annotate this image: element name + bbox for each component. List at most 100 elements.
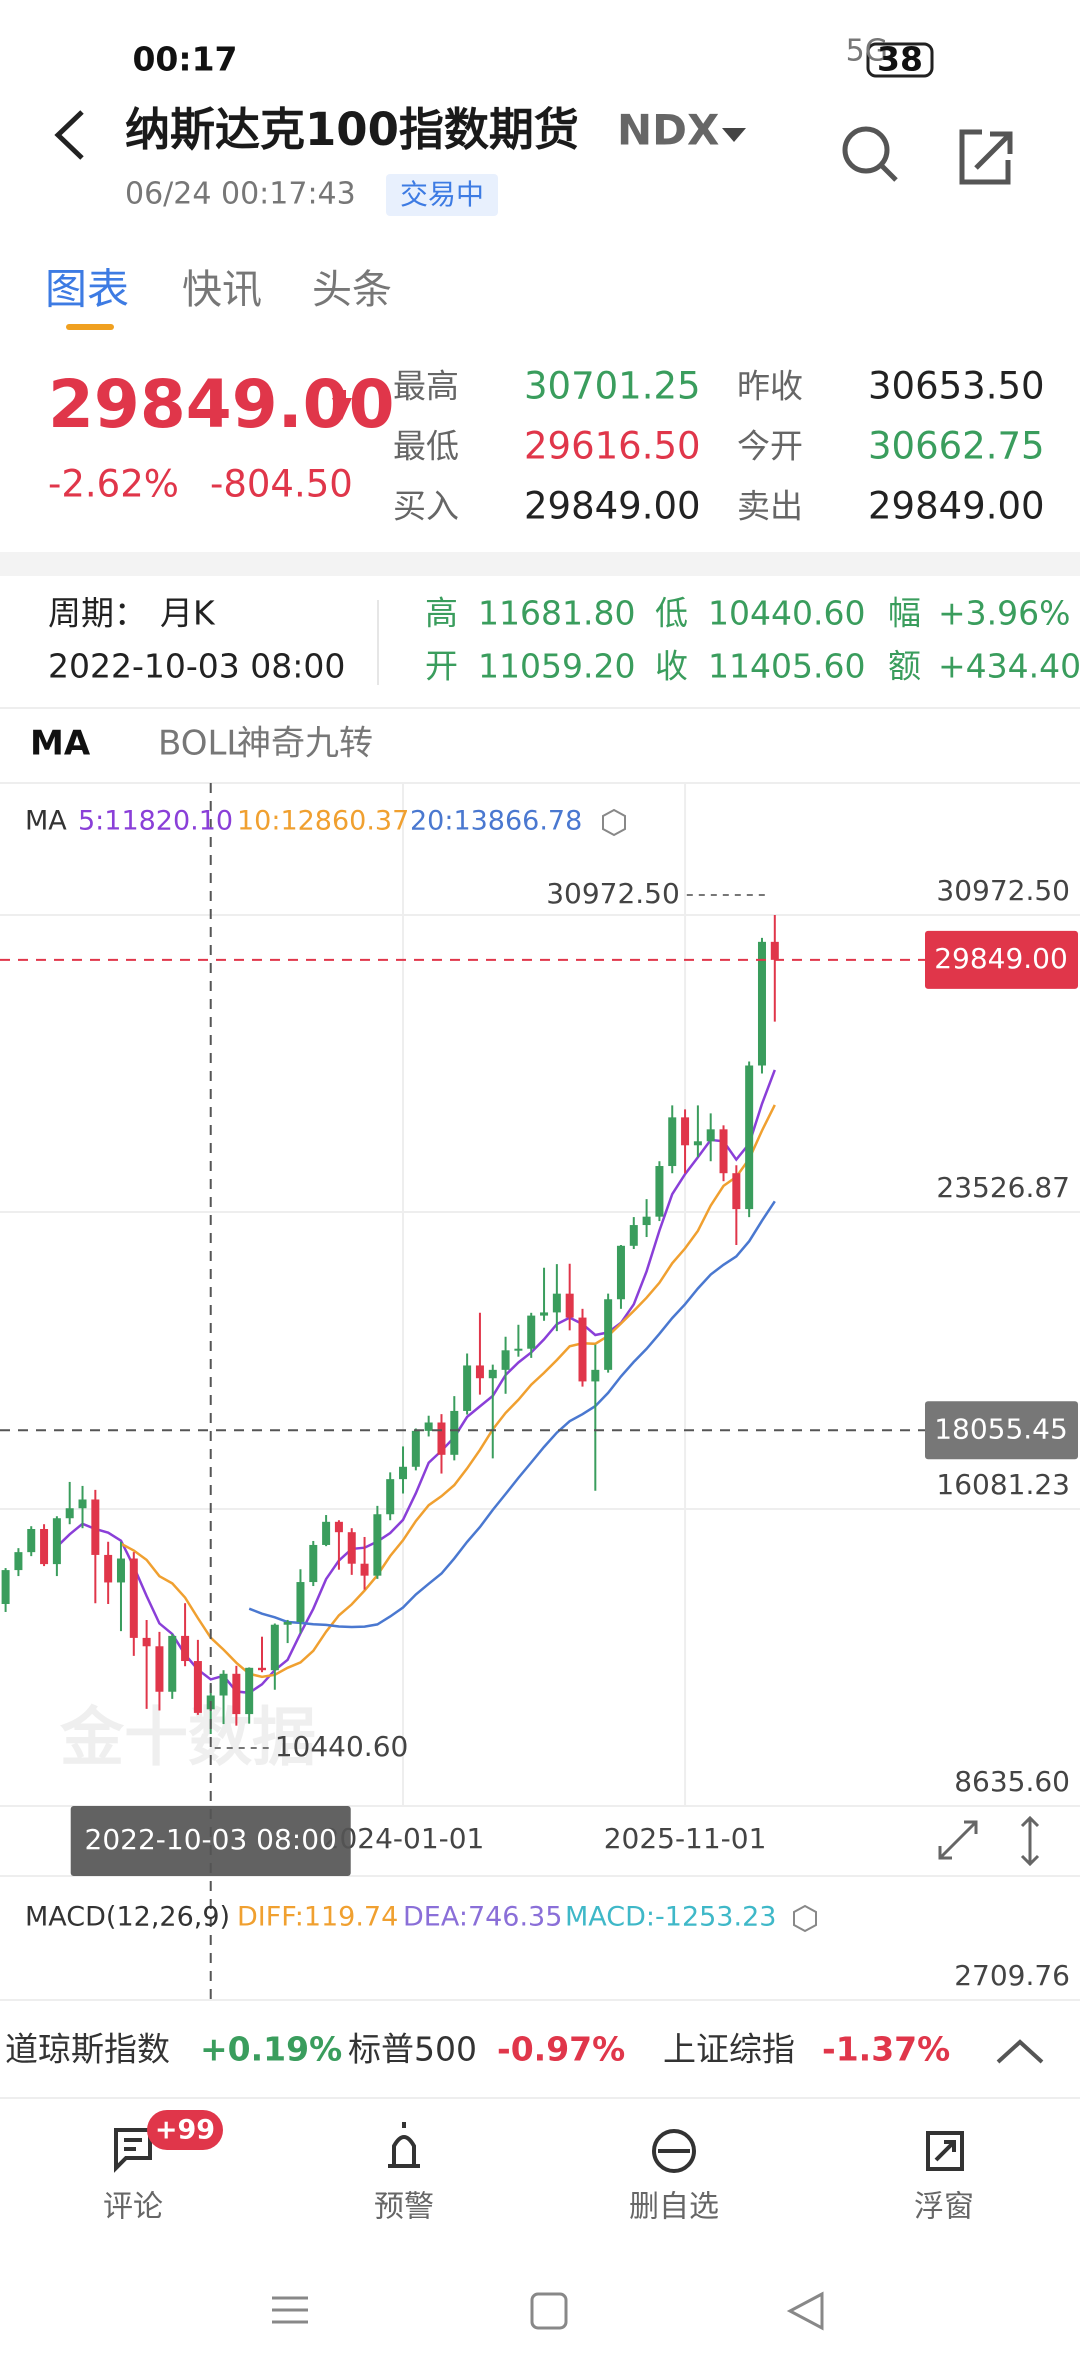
stat-label: 最低 [393, 427, 459, 466]
ticker-name[interactable]: 上证综指 [663, 2030, 795, 2069]
y-tick-label: 23526.87 [936, 1171, 1070, 1204]
candle-body [693, 1141, 702, 1146]
indicator-tab[interactable]: MA [30, 724, 91, 764]
down-arrow [332, 390, 352, 420]
candle-body [514, 1348, 523, 1351]
stat-value: 30662.75 [868, 425, 1045, 468]
stat-value: 29616.50 [524, 425, 701, 468]
candle-body [322, 1521, 331, 1545]
period-date: 2022-10-03 08:00 [48, 647, 345, 686]
nav-item[interactable]: 预警 [374, 2190, 434, 2225]
candle-body [155, 1646, 164, 1692]
period: 月K [160, 594, 216, 633]
ma-legend: 5:11820.10 [78, 806, 233, 837]
field-value: 11681.80 [478, 594, 635, 633]
status-badge [386, 174, 498, 216]
candle-body [757, 941, 766, 1066]
candle-body [578, 1317, 587, 1382]
ticker-change[interactable]: -0.97% [497, 2030, 625, 2069]
change-percent: -2.62% [48, 463, 179, 506]
timestamp: 06/24 00:17:43 [125, 177, 356, 212]
macd-title: MACD(12,26,9) [25, 1902, 230, 1933]
candle-body [565, 1293, 574, 1318]
ma-line [248, 1200, 776, 1629]
period-label: 周期： [48, 594, 147, 633]
candle-body [309, 1544, 318, 1583]
symbol[interactable]: NDX [617, 106, 719, 155]
candle-body [475, 1365, 484, 1379]
candle-body [527, 1315, 536, 1349]
crosshair-date: 2022-10-03 08:00 [85, 1823, 337, 1856]
stat-label: 买入 [393, 487, 459, 526]
price-tag [925, 930, 1078, 989]
share-button[interactable] [959, 129, 1013, 185]
candle-body [65, 1508, 74, 1519]
candle-body [655, 1166, 664, 1217]
stat-label: 昨收 [737, 367, 803, 406]
expand-tickers[interactable] [996, 2039, 1044, 2064]
last-price: 29849.00 [48, 366, 395, 443]
macd-diff: DIFF:119.74 [237, 1902, 398, 1933]
ticker-name[interactable]: 标普500 [348, 2030, 477, 2069]
signal: 5G [846, 34, 888, 69]
tab[interactable]: 头条 [312, 267, 392, 313]
candle-body [27, 1529, 36, 1553]
y-tick-label: 16081.23 [936, 1468, 1070, 1501]
candle-body [411, 1430, 420, 1467]
candle-body [629, 1225, 638, 1246]
indicator-tab[interactable]: 神奇九转 [237, 724, 373, 764]
candle-body [142, 1637, 151, 1647]
field-value: 10440.60 [708, 594, 865, 633]
ma-line [120, 1104, 776, 1679]
settings-icon[interactable] [602, 808, 626, 837]
tab[interactable]: 快讯 [182, 267, 262, 313]
stat-label: 最高 [393, 367, 459, 406]
expand-button[interactable] [938, 1820, 978, 1860]
ticker-change[interactable]: -1.37% [822, 2030, 950, 2069]
candle-body [732, 1173, 741, 1210]
candle-body [501, 1350, 510, 1370]
candle-body [91, 1499, 100, 1555]
candle-body [270, 1624, 279, 1671]
stat-value: 29849.00 [524, 485, 701, 528]
settings-icon[interactable] [793, 1904, 817, 1933]
separator [0, 552, 1080, 576]
battery-icon [866, 42, 934, 78]
search-button[interactable] [842, 126, 898, 182]
candle-body [347, 1532, 356, 1564]
crosshair-tag [925, 1401, 1078, 1460]
field-label: 开 [425, 647, 458, 686]
stat-value: 30653.50 [868, 365, 1045, 408]
field-label: 额 [888, 647, 921, 686]
back-button[interactable] [54, 110, 84, 160]
candle-body [334, 1521, 343, 1533]
nav-item[interactable]: 删自选 [629, 2190, 719, 2225]
field-value: 11405.60 [708, 647, 865, 686]
scale-button[interactable] [1020, 1815, 1040, 1867]
system-nav [272, 2291, 824, 2331]
nav-badge: +99 [155, 2115, 215, 2146]
nav-item[interactable]: 评论 [103, 2190, 163, 2225]
nav-item[interactable]: 浮窗 [914, 2190, 974, 2225]
symbol-dropdown[interactable] [722, 128, 746, 142]
candle-body [14, 1552, 23, 1571]
alert-icon [388, 2122, 420, 2168]
field-value: +434.40 [938, 647, 1080, 686]
candle-body [219, 1673, 228, 1696]
indicator-tab[interactable]: BOLL [158, 724, 245, 764]
candle-body [488, 1369, 497, 1379]
candle-body [604, 1299, 613, 1370]
candle-body [642, 1216, 651, 1226]
field-value: +3.96% [938, 594, 1070, 633]
candle-body [399, 1466, 408, 1480]
candle-body [193, 1661, 202, 1713]
x-tick-label: 2025-11-01 [604, 1822, 767, 1855]
candle-body [745, 1065, 754, 1210]
ticker-name[interactable]: 道琼斯指数 [5, 2030, 170, 2069]
tab[interactable]: 图表 [45, 265, 129, 314]
candle-body [360, 1563, 369, 1576]
ticker-change[interactable]: +0.19% [200, 2030, 342, 2069]
candle-body [668, 1117, 677, 1167]
candle-body [258, 1667, 266, 1671]
